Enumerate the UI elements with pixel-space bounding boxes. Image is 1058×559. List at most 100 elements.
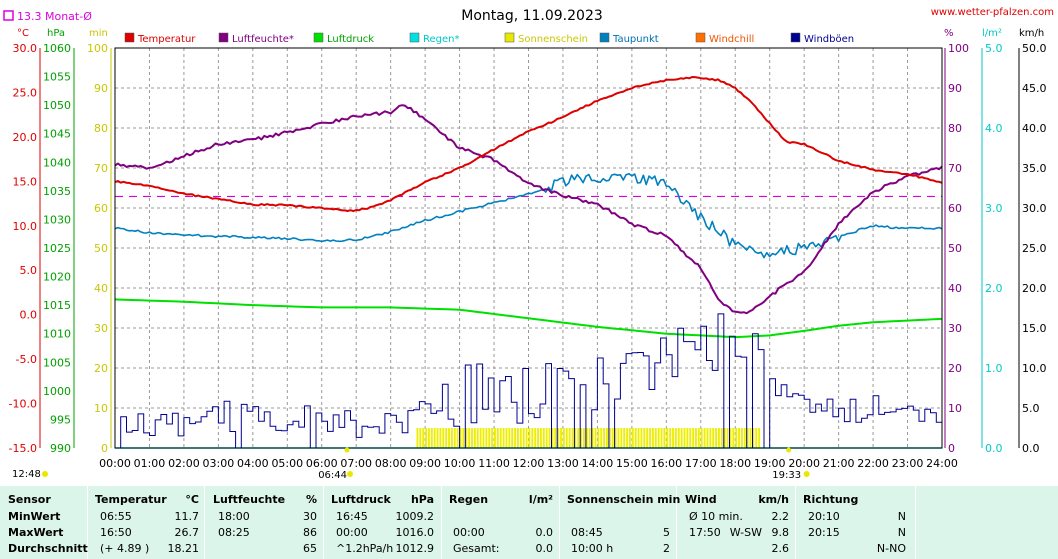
kmh-tick-label: 35.0	[1022, 162, 1047, 175]
table-cell: 20:10	[808, 510, 840, 523]
sunshine-bar	[554, 428, 557, 448]
sunrise-sun-icon	[347, 471, 354, 477]
sunshine-bar	[663, 428, 666, 448]
sunshine-bar	[453, 428, 456, 448]
sunshine-bar	[674, 428, 677, 448]
x-tick-label: 19:00	[754, 457, 786, 470]
sunshine-bar	[591, 428, 594, 448]
sunshine-bar	[620, 428, 623, 448]
table-cell: 2	[663, 542, 670, 555]
sunshine-bar	[505, 428, 508, 448]
unit-kmh: km/h	[1019, 28, 1044, 39]
sunshine-bar	[525, 428, 528, 448]
sun-min-tick-label: 30	[94, 322, 108, 335]
x-tick-label: 03:00	[203, 457, 235, 470]
table-header: Wind	[685, 493, 717, 506]
legend-swatch	[124, 32, 135, 43]
unit-min: min	[89, 28, 108, 39]
sunshine-bar	[600, 428, 603, 448]
legend-swatch	[504, 32, 515, 43]
sunshine-bar	[419, 428, 422, 448]
table-header: Sonnenschein min	[567, 493, 681, 506]
celsius-tick-label: 20.0	[13, 131, 38, 144]
unit-hpa: hPa	[47, 28, 65, 39]
kmh-tick-label: 40.0	[1022, 122, 1047, 135]
celsius-tick-label: -15.0	[9, 442, 37, 455]
sunshine-bar	[640, 428, 643, 448]
kmh-tick-label: 50.0	[1022, 42, 1047, 55]
table-cell: 1009.2	[395, 510, 435, 523]
table-header: Luftfeuchte	[213, 493, 286, 506]
percent-tick-label: 0	[948, 442, 955, 455]
sunshine-bar	[712, 428, 715, 448]
sunshine-bar	[720, 428, 723, 448]
sunshine-bar	[752, 428, 755, 448]
sunshine-bar	[488, 428, 491, 448]
sunshine-bar	[531, 428, 534, 448]
legend-label: Windchill	[709, 34, 754, 45]
sunshine-bar	[439, 428, 442, 448]
table-cell: 10:00 h	[571, 542, 614, 555]
table-cell: Gesamt:	[453, 542, 500, 555]
sunshine-bar	[758, 428, 761, 448]
sunshine-bar	[476, 428, 479, 448]
sunshine-bar	[732, 428, 735, 448]
table-cell: 08:45	[571, 526, 603, 539]
table-cell: N	[897, 510, 906, 523]
table-header-unit: %	[305, 493, 317, 506]
x-tick-label: 24:00	[926, 457, 958, 470]
percent-tick-label: 40	[948, 282, 962, 295]
dewpoint-line	[114, 173, 943, 259]
sun-min-tick-label: 50	[94, 242, 108, 255]
x-tick-label: 16:00	[650, 457, 682, 470]
celsius-tick-label: 10.0	[13, 220, 38, 233]
sunshine-bar	[436, 428, 439, 448]
rain-tick-label: 4.0	[985, 122, 1003, 135]
x-tick-label: 15:00	[616, 457, 648, 470]
sunshine-bar	[683, 428, 686, 448]
sunshine-bar	[614, 428, 617, 448]
statistics-table: Sensor Temperatur °C Luftfeuchte% Luftdruck h…	[0, 486, 1058, 559]
table-cell: 9.8	[771, 526, 790, 539]
x-tick-label: 08:00	[375, 457, 407, 470]
table-cell: 06:55	[100, 510, 132, 523]
legend-swatch	[695, 32, 706, 43]
sunshine-bar	[606, 428, 608, 448]
sunshine-bar	[511, 428, 514, 448]
celsius-tick-label: 5.0	[20, 264, 38, 277]
kmh-tick-label: 10.0	[1022, 362, 1047, 375]
website-label: www.wetter-pfalzen.com	[931, 7, 1054, 18]
table-cell: 5	[663, 526, 670, 539]
sun-min-tick-label: 80	[94, 122, 108, 135]
hpa-tick-label: 1050	[43, 99, 71, 112]
table-header: Regen	[449, 493, 489, 506]
current-time-sun-icon	[42, 471, 48, 477]
humidity-line	[114, 104, 943, 315]
x-tick-label: 09:00	[409, 457, 441, 470]
sunshine-bar	[565, 428, 568, 448]
sunshine-bar	[445, 428, 448, 448]
sunshine-bar	[651, 428, 654, 448]
hpa-tick-label: 1060	[43, 42, 71, 55]
table-cell: 16:50	[100, 526, 132, 539]
sunshine-bar	[657, 428, 660, 448]
sunshine-bar	[580, 428, 583, 448]
sunshine-bar	[726, 428, 729, 448]
sunshine-bar	[534, 428, 537, 448]
x-tick-label: 11:00	[478, 457, 510, 470]
sunshine-bar	[583, 428, 585, 448]
monthly-avg-label: 13.3 Monat-Ø	[17, 10, 92, 23]
sunshine-bar	[471, 428, 473, 448]
sunshine-bar	[425, 428, 427, 448]
sunshine-bar	[562, 428, 565, 448]
legend-swatch	[313, 32, 324, 43]
rain-tick-label: 0.0	[985, 442, 1003, 455]
hpa-tick-label: 1025	[43, 242, 71, 255]
sunshine-bar	[485, 428, 488, 448]
legend-label: Luftfeuchte*	[232, 34, 294, 45]
hpa-tick-label: 1000	[43, 385, 71, 398]
x-tick-label: 22:00	[857, 457, 889, 470]
sunshine-bar	[551, 428, 554, 448]
sunshine-bar	[508, 428, 511, 448]
kmh-tick-label: 45.0	[1022, 82, 1047, 95]
